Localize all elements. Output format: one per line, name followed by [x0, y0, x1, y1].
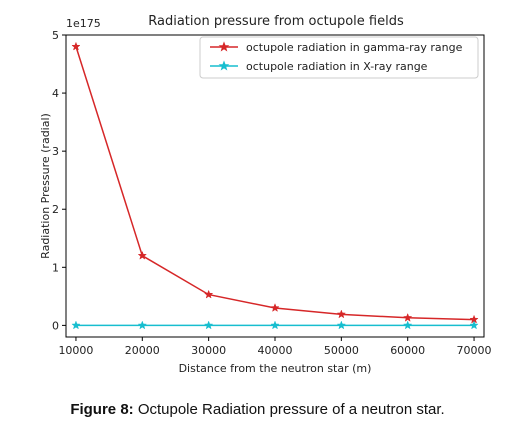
y-tick-label: 2 [52, 203, 59, 216]
data-point [137, 320, 147, 330]
x-tick-label: 10000 [58, 344, 93, 357]
x-axis: 10000 20000 30000 40000 50000 60000 70000 [58, 337, 492, 357]
series-line-0 [75, 46, 475, 321]
data-point [203, 320, 214, 330]
data-point [270, 303, 280, 312]
y-tick-label: 5 [52, 29, 59, 42]
x-tick-label: 70000 [457, 344, 492, 357]
y-tick-label: 1 [52, 261, 59, 274]
legend-label-gamma: octupole radiation in gamma-ray range [246, 41, 463, 54]
x-axis-label: Distance from the neutron star (m) [179, 362, 372, 375]
y-tick-label: 3 [52, 145, 59, 158]
x-tick-label: 60000 [390, 344, 425, 357]
caption-text: Octupole Radiation pressure of a neutron… [133, 401, 445, 418]
data-point [71, 41, 81, 51]
data-point [403, 320, 413, 330]
data-point [336, 309, 347, 319]
chart-title: Radiation pressure from octupole fields [148, 14, 404, 29]
data-point [270, 320, 280, 330]
x-tick-label: 40000 [258, 344, 293, 357]
data-point [137, 250, 147, 260]
data-point [203, 289, 214, 299]
x-tick-label: 30000 [191, 344, 226, 357]
x-tick-label: 20000 [125, 344, 160, 357]
y-axis-label: Radiation Pressure (radial) [39, 113, 52, 259]
legend-marker-xray [218, 60, 230, 71]
data-point [469, 320, 479, 330]
y-tick-label: 4 [52, 87, 59, 100]
chart: Radiation pressure from octupole fields … [39, 14, 492, 375]
y-scale-label: 1e175 [66, 17, 101, 30]
y-tick-label: 0 [52, 319, 59, 332]
plot-frame [65, 34, 485, 338]
series-layer [71, 41, 479, 330]
figure-caption: Figure 8: Octupole Radiation pressure of… [0, 401, 515, 418]
legend-box [199, 36, 479, 79]
legend-marker-gamma [218, 41, 230, 52]
legend-label-xray: octupole radiation in X-ray range [246, 60, 428, 73]
legend: octupole radiation in gamma-ray range oc… [199, 36, 479, 79]
caption-label: Figure 8: [70, 401, 134, 418]
x-tick-label: 50000 [324, 344, 359, 357]
data-point [403, 312, 413, 322]
y-axis: 0 1 2 3 4 5 [52, 29, 66, 332]
data-point [71, 320, 81, 330]
data-point [336, 320, 347, 330]
